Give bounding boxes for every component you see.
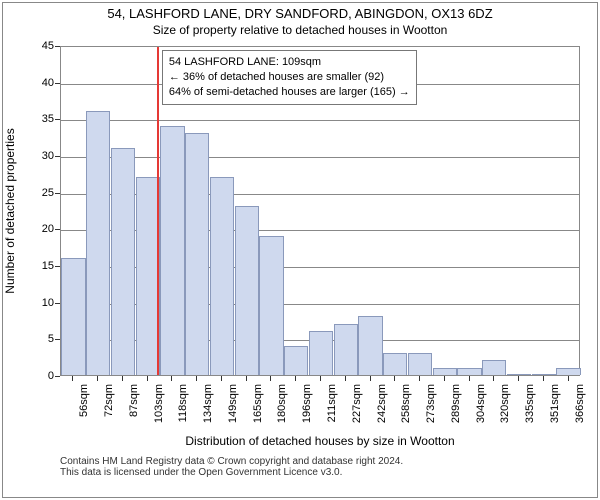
outer-border — [2, 2, 598, 498]
